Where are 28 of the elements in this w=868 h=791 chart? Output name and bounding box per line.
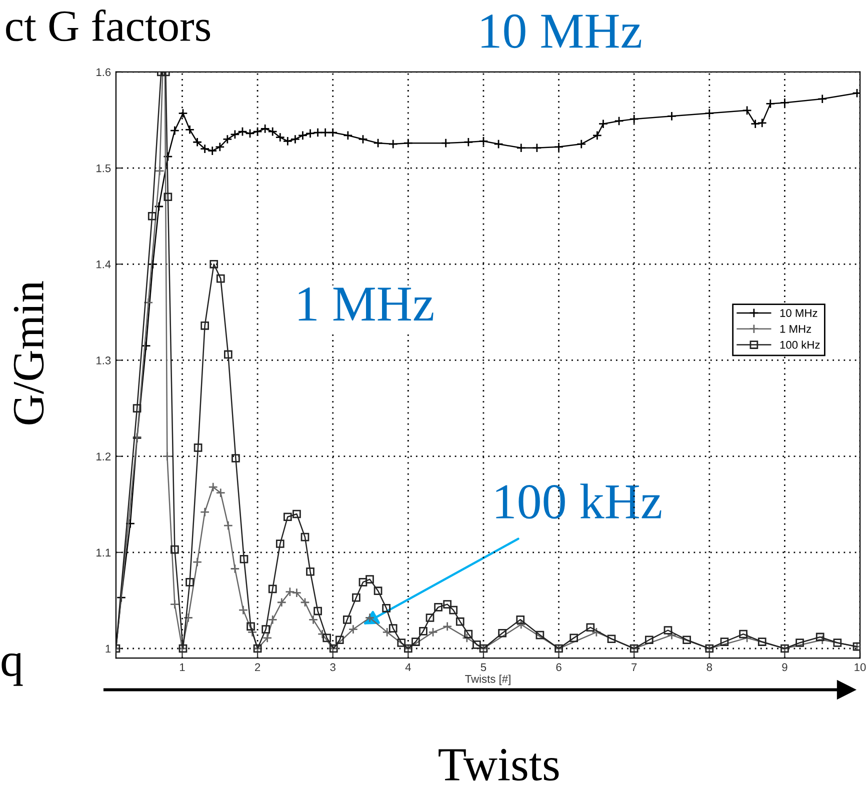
- x-axis-title: Twists [#]: [465, 674, 510, 686]
- y-tick-label: 1.6: [96, 68, 111, 76]
- y-tick-label: 1.2: [96, 452, 111, 460]
- y-tick-label: 1.4: [96, 260, 111, 268]
- x-tick-label: 7: [632, 663, 637, 672]
- y-tick-label: 1.3: [96, 356, 111, 364]
- x-tick-label: 6: [556, 663, 562, 672]
- x-tick-label: 10: [854, 663, 866, 672]
- y-tick-label: 1: [106, 644, 111, 653]
- x-tick-label: 4: [405, 663, 411, 672]
- annotation: 100 kHz: [496, 484, 662, 519]
- y-axis-title: G/Gmin: [14, 281, 44, 424]
- text: Twists: [438, 748, 559, 781]
- x-tick-label: 3: [330, 663, 336, 672]
- x-tick-label: 9: [782, 663, 788, 672]
- text: ct G factors: [6, 9, 210, 42]
- x-tick-label: 2: [255, 663, 260, 672]
- legend-label: 100 kHz: [780, 340, 820, 349]
- annotation: 1 MHz: [298, 288, 434, 321]
- x-tick-label: 8: [706, 663, 712, 672]
- y-tick-label: 1.1: [96, 548, 111, 556]
- text: 10 MHz: [482, 14, 642, 48]
- legend-label: 1 MHz: [780, 325, 812, 333]
- text: q: [2, 653, 23, 686]
- y-tick-label: 1.5: [96, 164, 111, 172]
- x-tick-label: 5: [480, 663, 486, 672]
- legend-label: 10 MHz: [780, 309, 818, 317]
- x-tick-label: 1: [180, 663, 185, 672]
